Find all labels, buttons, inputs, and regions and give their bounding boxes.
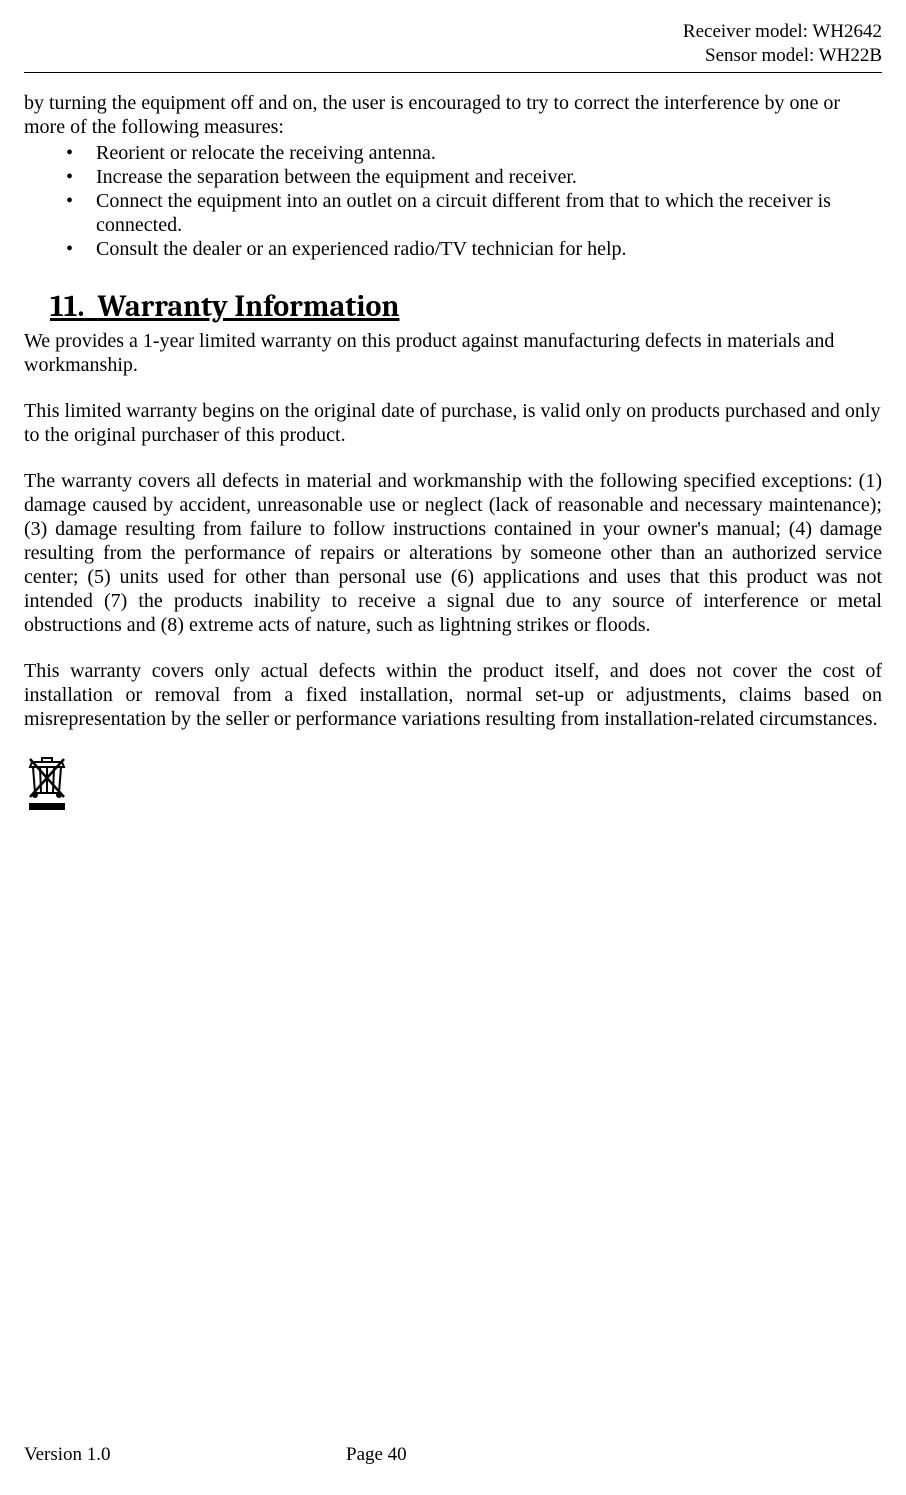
warranty-paragraph-1: We provides a 1-year limited warranty on… xyxy=(24,329,882,377)
header-divider xyxy=(24,72,882,73)
intro-paragraph: by turning the equipment off and on, the… xyxy=(24,91,882,139)
list-item: Connect the equipment into an outlet on … xyxy=(66,189,882,237)
page-footer: Version 1.0 Page 40 xyxy=(24,1444,882,1467)
page-header: Receiver model: WH2642 Sensor model: WH2… xyxy=(24,0,882,68)
section-heading: 11. Warranty Information xyxy=(24,289,882,325)
weee-bin-icon xyxy=(24,753,882,817)
warranty-paragraph-2: This limited warranty begins on the orig… xyxy=(24,399,882,447)
header-sensor-model: Sensor model: WH22B xyxy=(24,44,882,68)
intro-line-2: more of the following measures: xyxy=(24,116,284,138)
warranty-paragraph-3: The warranty covers all defects in mater… xyxy=(24,469,882,637)
list-item: Increase the separation between the equi… xyxy=(66,165,882,189)
list-item-text: Reorient or relocate the receiving anten… xyxy=(96,142,436,164)
list-item: Consult the dealer or an experienced rad… xyxy=(66,237,882,261)
footer-page: Page 40 xyxy=(346,1444,407,1467)
list-item-text: Consult the dealer or an experienced rad… xyxy=(96,238,627,260)
section-title: Warranty Information xyxy=(98,289,400,324)
intro-line-1: by turning the equipment off and on, the… xyxy=(24,92,840,114)
footer-version: Version 1.0 xyxy=(24,1444,111,1467)
section-number: 11. xyxy=(50,289,84,324)
list-item-text: Increase the separation between the equi… xyxy=(96,166,577,188)
measures-list: Reorient or relocate the receiving anten… xyxy=(24,141,882,261)
list-item-text: Connect the equipment into an outlet on … xyxy=(96,190,831,236)
list-item: Reorient or relocate the receiving anten… xyxy=(66,141,882,165)
warranty-paragraph-4: This warranty covers only actual defects… xyxy=(24,659,882,731)
header-receiver-model: Receiver model: WH2642 xyxy=(24,20,882,44)
